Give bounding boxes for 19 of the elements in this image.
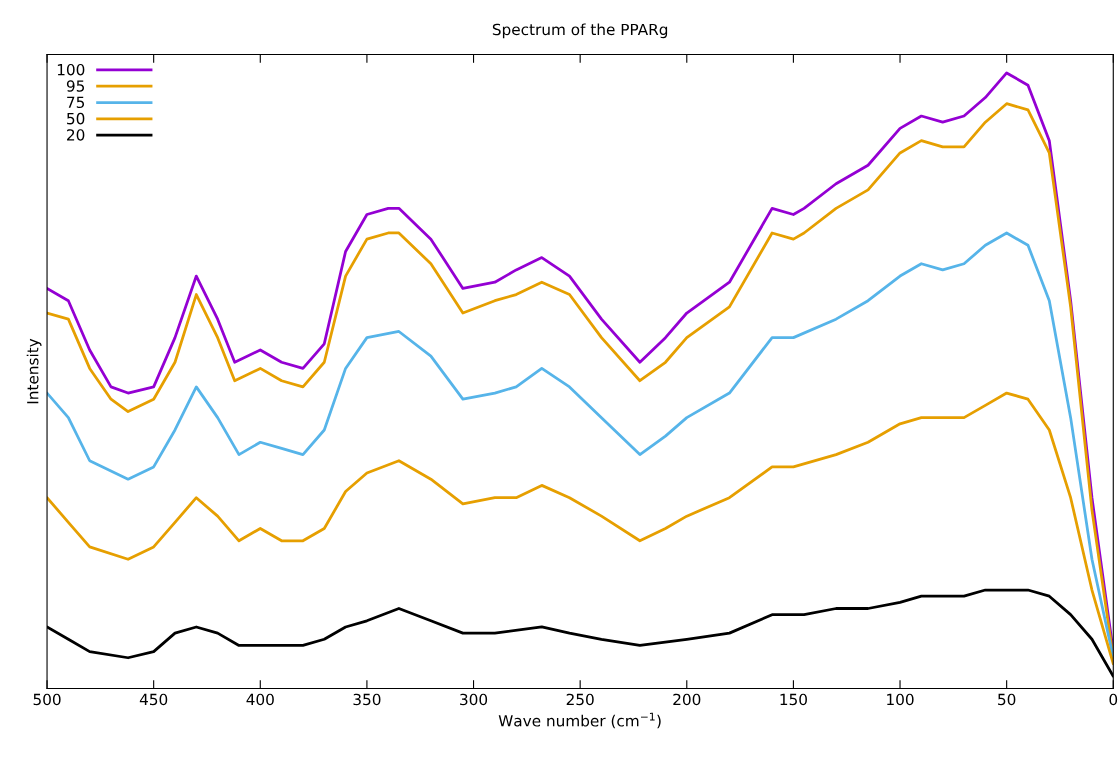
y-axis-title: Intensity	[26, 338, 42, 404]
x-tick-label: 300	[460, 693, 488, 706]
legend-label: 95	[66, 80, 85, 92]
x-tick-label: 0	[1109, 693, 1118, 706]
x-tick-label: 250	[566, 693, 594, 706]
x-tick-label: 450	[139, 693, 168, 706]
x-axis-title: Wave number (cm$^{−1}$)	[498, 712, 661, 729]
x-tick-label: 350	[353, 693, 381, 706]
x-tick-label: 500	[33, 693, 61, 706]
x-tick-label: 50	[998, 693, 1016, 706]
legend-label: 100	[57, 63, 85, 76]
legend-label: 75	[67, 96, 85, 109]
legend-label: 20	[67, 129, 85, 141]
x-tick-label: 400	[246, 693, 274, 706]
x-tick-label: 100	[887, 693, 914, 706]
x-tick-label: 150	[780, 693, 807, 706]
chart-title: Spectrum of the PPARg	[492, 23, 668, 39]
legend-label: 50	[67, 112, 85, 125]
x-tick-label: 200	[673, 693, 701, 706]
